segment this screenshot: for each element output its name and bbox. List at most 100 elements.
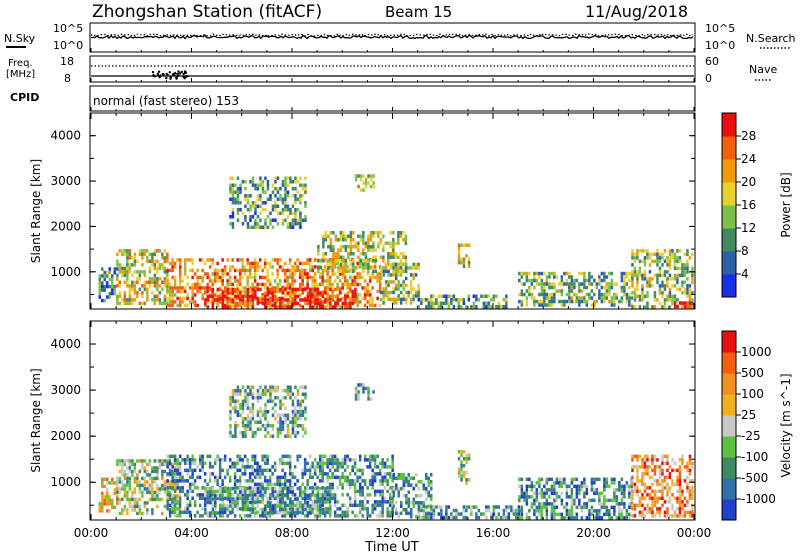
data-cell [116, 259, 119, 264]
data-cell [623, 495, 626, 499]
data-cell [668, 305, 672, 309]
data-cell [291, 282, 294, 287]
data-cell [543, 495, 546, 499]
data-cell [641, 493, 644, 497]
data-cell [178, 468, 182, 473]
data-cell [603, 299, 606, 304]
data-cell [688, 514, 692, 518]
data-cell [284, 396, 287, 400]
data-cell [341, 303, 344, 308]
data-cell [475, 305, 478, 309]
data-cell [206, 497, 210, 501]
data-cell [633, 298, 637, 302]
data-cell [203, 472, 207, 476]
nsearch-trace [90, 33, 694, 37]
data-cell [301, 410, 305, 414]
data-cell [178, 279, 182, 283]
data-cell [538, 282, 541, 286]
data-cell [407, 266, 410, 270]
data-cell [613, 303, 616, 307]
data-cell [259, 396, 262, 400]
data-cell [229, 486, 232, 491]
data-cell [338, 465, 342, 469]
data-cell [178, 466, 182, 470]
data-cell [392, 494, 395, 498]
data-cell [661, 256, 664, 260]
data-cell [643, 458, 647, 462]
data-cell [269, 287, 272, 292]
data-cell [253, 268, 257, 273]
data-cell [166, 472, 169, 476]
data-cell [378, 482, 382, 487]
data-cell [294, 294, 297, 299]
data-cell [323, 454, 327, 459]
data-cell [374, 248, 378, 252]
data-cell [383, 486, 387, 490]
data-cell [653, 493, 657, 497]
data-cell [264, 417, 267, 421]
data-cell [570, 285, 574, 290]
data-cell [101, 484, 104, 489]
data-cell [402, 231, 405, 235]
data-cell [374, 231, 378, 235]
data-cell [193, 461, 197, 466]
data-cell [284, 389, 287, 393]
data-cell [271, 496, 274, 501]
data-cell [353, 472, 357, 476]
data-cell [631, 507, 634, 511]
data-cell [153, 266, 157, 271]
data-cell [254, 500, 257, 505]
data-cell [294, 218, 297, 222]
data-cell [301, 472, 304, 476]
data-cell [362, 181, 365, 185]
data-cell [186, 282, 189, 287]
data-cell [636, 256, 639, 260]
data-cell [395, 511, 398, 515]
data-cell [430, 512, 433, 516]
data-cell [289, 396, 292, 400]
data-cell [343, 475, 347, 480]
data-cell [480, 294, 483, 298]
data-cell [415, 515, 418, 519]
colorbar-tick-label: -100 [741, 450, 768, 464]
data-cell [226, 514, 229, 518]
data-cell [301, 279, 304, 283]
data-cell [520, 299, 524, 304]
data-cell [356, 261, 359, 266]
data-cell [231, 303, 234, 308]
data-cell [543, 285, 546, 290]
colorbar-tick-label: 500 [741, 366, 764, 380]
data-cell [663, 305, 667, 309]
data-cell [598, 292, 601, 297]
data-cell [221, 258, 224, 262]
data-cell [166, 301, 169, 306]
data-cell [358, 500, 362, 504]
data-cell [646, 256, 649, 260]
data-cell [244, 507, 247, 512]
data-cell [326, 289, 329, 294]
data-cell [239, 490, 242, 494]
data-cell [359, 177, 363, 182]
data-cell [191, 258, 194, 262]
data-cell [258, 300, 262, 304]
data-cell [603, 285, 606, 290]
data-cell [646, 507, 649, 511]
data-cell [221, 468, 224, 473]
colorbar-tick-label: -1000 [741, 492, 776, 506]
data-cell [510, 508, 513, 513]
data-cell [261, 413, 265, 417]
freq-point [159, 74, 162, 77]
data-cell [620, 299, 624, 304]
colorbar-swatch [722, 478, 736, 500]
data-cell [161, 469, 164, 474]
data-cell [580, 296, 584, 300]
data-cell [344, 238, 348, 242]
data-cell [221, 486, 225, 491]
data-cell [111, 281, 114, 285]
data-cell [452, 508, 456, 513]
data-cell [248, 289, 252, 294]
data-cell [681, 305, 684, 309]
data-cell [455, 298, 458, 302]
data-cell [688, 489, 692, 494]
data-cell [641, 249, 644, 253]
